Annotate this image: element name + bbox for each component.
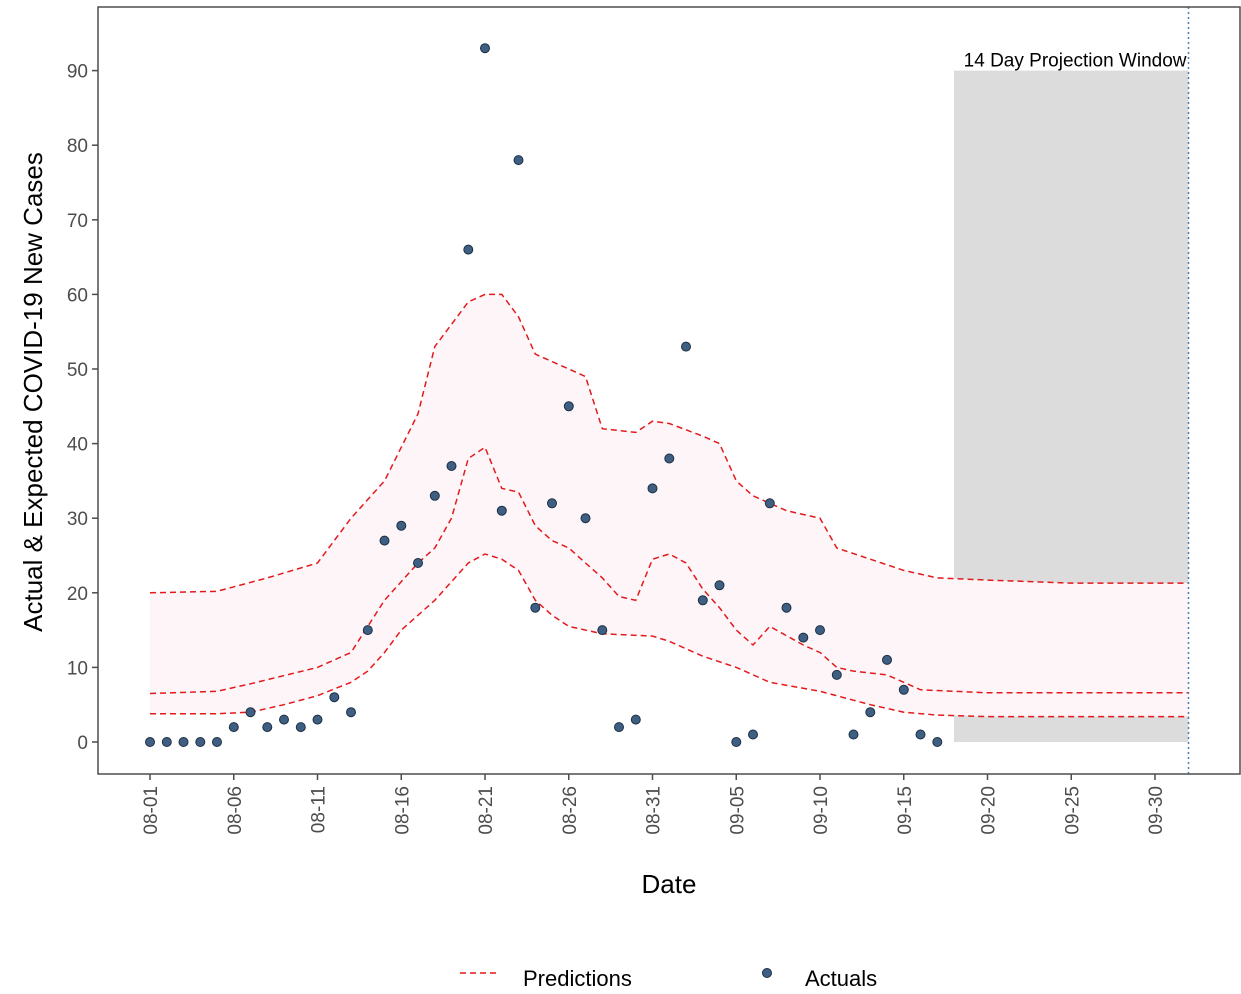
actual-point [463, 244, 474, 255]
actual-point [178, 737, 189, 747]
y-axis-title: Actual & Expected COVID-19 New Cases [18, 152, 48, 632]
y-tick-label: 10 [67, 658, 88, 679]
actual-point [848, 729, 859, 740]
actual-point [547, 498, 557, 509]
y-tick-label: 90 [67, 62, 88, 83]
x-tick-label: 08-31 [644, 786, 665, 835]
x-tick-label: 09-20 [979, 786, 1000, 835]
actual-point [396, 520, 407, 531]
prediction-band [150, 294, 1189, 717]
x-tick-label: 09-05 [727, 786, 748, 835]
actual-point [831, 669, 842, 680]
actual-point [764, 498, 775, 509]
actual-point [329, 692, 340, 703]
actual-point [145, 737, 155, 747]
actual-point [664, 453, 675, 464]
actual-point [295, 722, 306, 733]
actual-point [413, 558, 423, 568]
actual-point [195, 737, 206, 747]
actuals-points [145, 43, 943, 747]
actual-point [362, 625, 373, 636]
actual-point [781, 602, 792, 613]
prediction-line-upper [149, 293, 1189, 594]
actual-point [798, 632, 809, 643]
actual-point [932, 737, 943, 747]
actual-point [379, 535, 390, 546]
actual-point [697, 595, 708, 606]
x-tick-label: 09-15 [895, 786, 916, 835]
x-tick-label: 08-21 [476, 786, 497, 835]
actual-point [597, 625, 608, 636]
actual-point [731, 737, 742, 747]
actual-point [530, 602, 541, 613]
actual-point [714, 580, 725, 591]
x-axis-title: Date [642, 869, 697, 899]
actual-point [346, 707, 356, 718]
actual-point [496, 505, 507, 516]
actual-point [614, 722, 624, 733]
actual-point [429, 490, 440, 501]
legend: Predictions Actuals [460, 966, 877, 991]
actual-point [647, 483, 658, 494]
actual-point [245, 707, 256, 718]
actual-point [446, 461, 457, 471]
actual-point [898, 684, 909, 695]
y-tick-label: 50 [67, 360, 88, 381]
y-tick-label: 60 [67, 285, 88, 306]
legend-actuals-swatch [762, 968, 772, 978]
x-tick-label: 09-10 [811, 786, 832, 835]
actual-point [681, 341, 691, 352]
actual-point [228, 722, 239, 733]
legend-predictions-label: Predictions [523, 966, 632, 991]
x-tick-label: 08-11 [309, 786, 330, 833]
actual-point [882, 654, 892, 665]
actual-point [915, 729, 926, 740]
actual-point [161, 737, 172, 747]
x-tick-label: 08-16 [392, 786, 413, 835]
x-tick-label: 08-01 [141, 786, 162, 835]
actual-point [279, 714, 289, 725]
actual-point [513, 155, 524, 166]
x-tick-label: 09-25 [1062, 786, 1083, 835]
actual-point [312, 714, 323, 725]
y-tick-label: 40 [67, 435, 88, 456]
x-axis: 08-01 08-06 08-11 08-16 08-21 08-26 08-31 09-05… [141, 774, 1167, 835]
y-axis: 0 10 20 30 40 50 60 70 80 90 [67, 62, 98, 754]
actual-point [480, 43, 490, 54]
actual-point [748, 729, 758, 740]
actual-point [563, 401, 574, 412]
x-tick-label: 08-06 [225, 786, 246, 835]
actual-point [580, 513, 591, 524]
prediction-line-lower [150, 553, 1189, 718]
y-tick-label: 80 [67, 136, 88, 157]
actual-point [262, 722, 273, 733]
y-tick-label: 30 [67, 509, 88, 530]
y-tick-label: 20 [67, 584, 88, 605]
projection-window-label: 14 Day Projection Window [964, 51, 1187, 72]
x-tick-label: 08-26 [560, 786, 581, 835]
actual-point [865, 707, 876, 718]
legend-actuals-label: Actuals [805, 966, 877, 991]
y-tick-label: 0 [77, 733, 88, 754]
actual-point [815, 625, 825, 636]
actual-point [630, 714, 641, 725]
actual-point [212, 737, 222, 747]
plot-panel-border [97, 6, 1241, 775]
y-tick-label: 70 [67, 211, 88, 232]
x-tick-label: 09-30 [1146, 786, 1167, 835]
